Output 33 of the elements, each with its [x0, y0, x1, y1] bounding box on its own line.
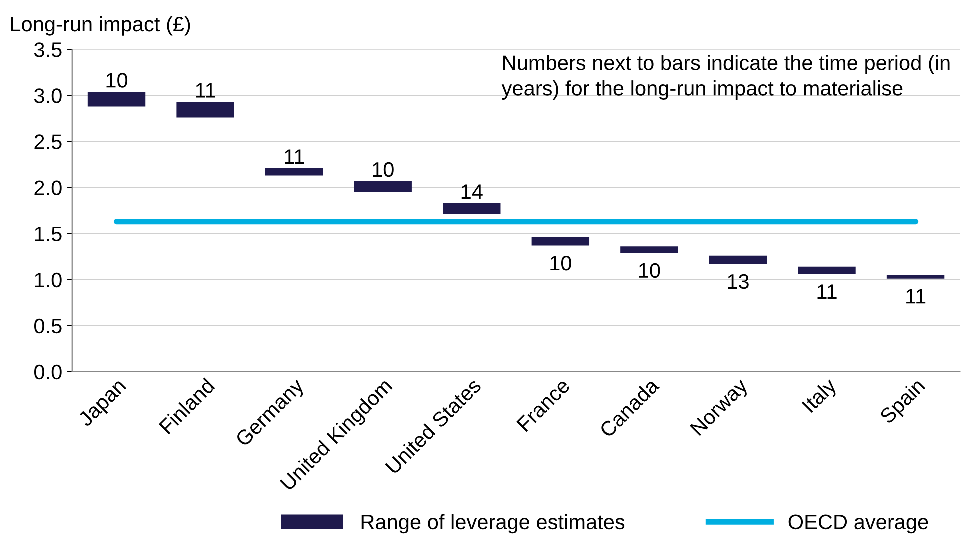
y-tick-label: 3.0: [34, 88, 62, 104]
y-tick-label: 2.5: [34, 134, 62, 150]
annotation: 14: [462, 184, 483, 200]
y-axis-title: Long-run impact (£): [11, 16, 190, 36]
bar: [709, 256, 768, 264]
y-tick-label: 0.0: [34, 364, 62, 380]
y-tick-label: 2.0: [34, 180, 62, 196]
bar: [886, 275, 945, 279]
x-tick-label: Italy: [801, 376, 841, 416]
bar: [354, 181, 412, 192]
bar: [532, 237, 590, 246]
bar: [620, 246, 678, 254]
y-tick-label: 1.0: [35, 272, 62, 288]
legend-label: OECD average: [788, 514, 928, 534]
annotation: 11: [818, 284, 837, 300]
y-tick-label: 1.5: [35, 227, 62, 242]
bar: [176, 102, 234, 118]
bar: [265, 168, 324, 176]
legend-label: Range of leverage estimates: [362, 514, 625, 534]
annotation: 13: [728, 274, 749, 290]
bar: [798, 266, 856, 274]
bar: [88, 92, 146, 107]
y-tick-label: 3.5: [34, 42, 62, 58]
annotation: 11: [285, 150, 304, 164]
annotation: 10: [639, 263, 660, 278]
annotation: Numbers next to bars indicate the time period (in years) for the long-run impact to materialise: [502, 55, 950, 100]
annotation: 10: [550, 256, 572, 271]
annotation: 11: [906, 289, 926, 304]
annotation: 10: [106, 73, 128, 88]
annotation: 10: [373, 162, 394, 178]
bar: [443, 203, 501, 214]
annotation: 11: [196, 83, 216, 98]
y-tick-label: 0.5: [34, 318, 62, 334]
